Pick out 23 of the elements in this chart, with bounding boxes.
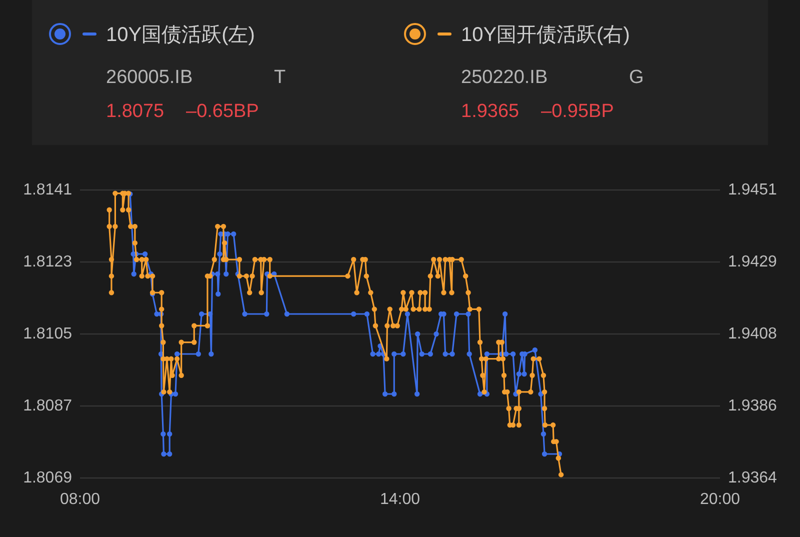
legend-label: 10Y国债活跃(左)	[106, 24, 255, 46]
y2-tick-label: 1.9429	[728, 254, 778, 270]
y-tick-label: 1.8123	[23, 254, 72, 270]
y2-tick-label: 1.9386	[728, 398, 778, 414]
text: –0.65BP	[186, 101, 259, 122]
text: T	[274, 67, 286, 88]
y2-tick-label: 1.9408	[728, 326, 778, 342]
y-tick-label: 1.8069	[23, 470, 72, 486]
y-tick-label: 1.8105	[23, 326, 72, 342]
text: G	[629, 67, 644, 88]
text: 250220.IB	[461, 67, 548, 88]
legend-label: 10Y国开债活跃(右)	[461, 24, 630, 46]
text: 260005.IB	[106, 67, 193, 88]
text: –0.95BP	[541, 101, 614, 122]
y2-tick-label: 1.9364	[728, 470, 778, 486]
text: 1.9365	[461, 101, 520, 122]
y-tick-label: 1.8141	[23, 182, 72, 198]
x-tick-label: 14:00	[380, 491, 420, 508]
x-tick-label: 20:00	[700, 491, 740, 508]
text: 1.8075	[106, 101, 164, 122]
x-tick-label: 08:00	[60, 491, 100, 508]
y2-tick-label: 1.9451	[728, 182, 778, 198]
y-tick-label: 1.8087	[23, 398, 72, 414]
